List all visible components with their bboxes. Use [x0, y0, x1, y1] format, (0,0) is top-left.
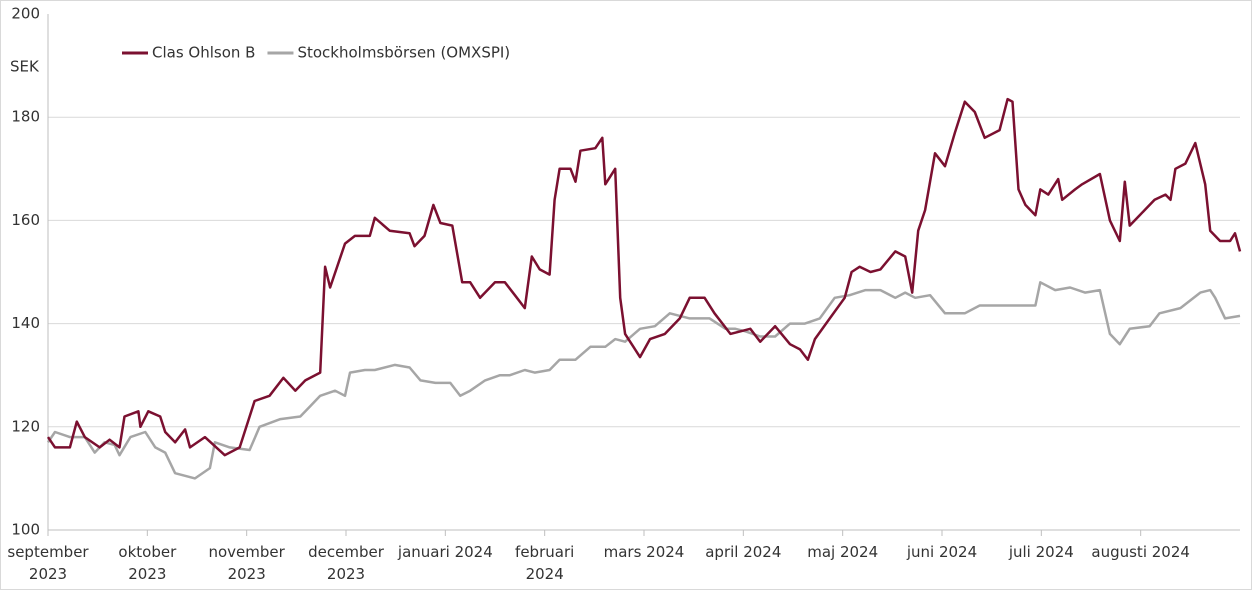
- x-tick-label: november 2023: [209, 543, 286, 583]
- x-tick-label: augusti 2024: [1091, 543, 1190, 561]
- y-axis-label: SEK: [10, 58, 40, 76]
- legend-label: Clas Ohlson B: [152, 44, 255, 62]
- series-line: [46, 281, 1241, 480]
- x-tick-label: februari 2024: [515, 543, 574, 583]
- x-tick-label: juli 2024: [1008, 543, 1074, 561]
- x-tick-label: oktober 2023: [118, 543, 177, 583]
- x-tick-label: december 2023: [308, 543, 385, 583]
- series-line: [46, 97, 1242, 457]
- legend-label: Stockholmsbörsen (OMXSPI): [297, 44, 510, 62]
- x-tick-label: mars 2024: [604, 543, 685, 561]
- y-tick-label: 180: [11, 108, 40, 126]
- x-tick-label: maj 2024: [807, 543, 878, 561]
- x-tick-label: januari 2024: [397, 543, 493, 561]
- y-tick-label: 140: [11, 314, 40, 332]
- y-tick-label: 200: [11, 5, 40, 23]
- y-tick-label: 120: [11, 417, 40, 435]
- x-tick-label: september 2023: [7, 543, 89, 583]
- y-tick-label: 100: [11, 521, 40, 539]
- y-tick-label: 160: [11, 211, 40, 229]
- x-tick-label: juni 2024: [906, 543, 977, 561]
- x-tick-label: april 2024: [705, 543, 781, 561]
